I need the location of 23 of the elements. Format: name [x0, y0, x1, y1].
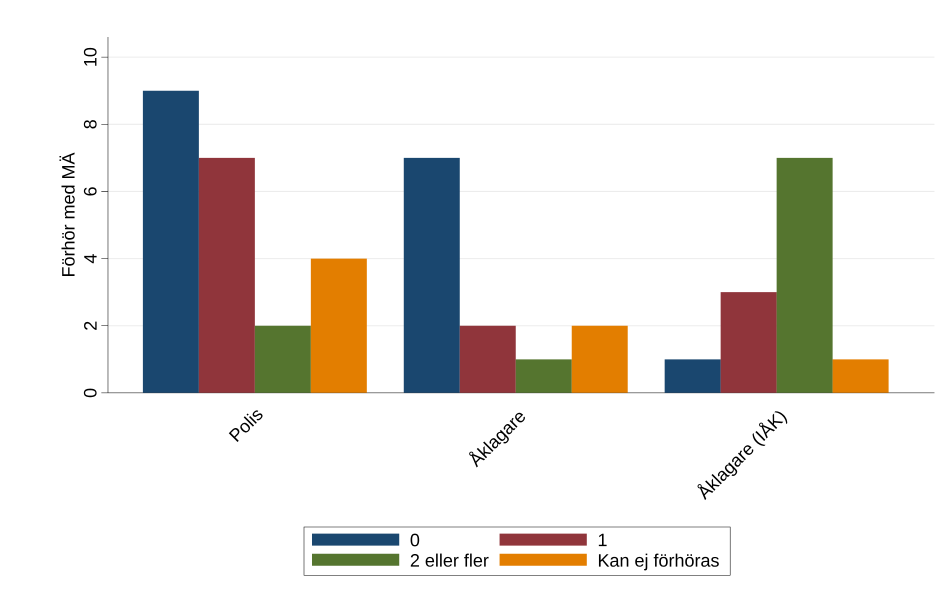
bar — [832, 359, 889, 393]
bar — [776, 158, 833, 393]
bar — [572, 326, 628, 393]
y-tick-label: 10 — [84, 48, 97, 66]
legend-label: 0 — [410, 534, 420, 546]
bar — [254, 326, 311, 393]
y-tick-label: 6 — [84, 187, 97, 196]
legend-label: 2 eller fler — [410, 554, 489, 567]
bar — [198, 158, 255, 393]
y-tick-label: 8 — [84, 120, 97, 129]
bar — [664, 359, 721, 393]
legend-label: 1 — [598, 534, 607, 546]
y-tick-label: 4 — [84, 254, 97, 264]
bar — [516, 359, 572, 393]
y-tick-label: 2 — [84, 322, 97, 330]
bar — [404, 158, 460, 393]
y-tick-label: 0 — [84, 388, 97, 398]
y-axis-title: Förhör med MÄ — [59, 152, 75, 276]
bar — [460, 326, 516, 393]
bar — [720, 292, 777, 393]
bar — [142, 90, 199, 393]
bar — [310, 258, 367, 393]
legend-label: Kan ej förhöras — [598, 554, 719, 570]
